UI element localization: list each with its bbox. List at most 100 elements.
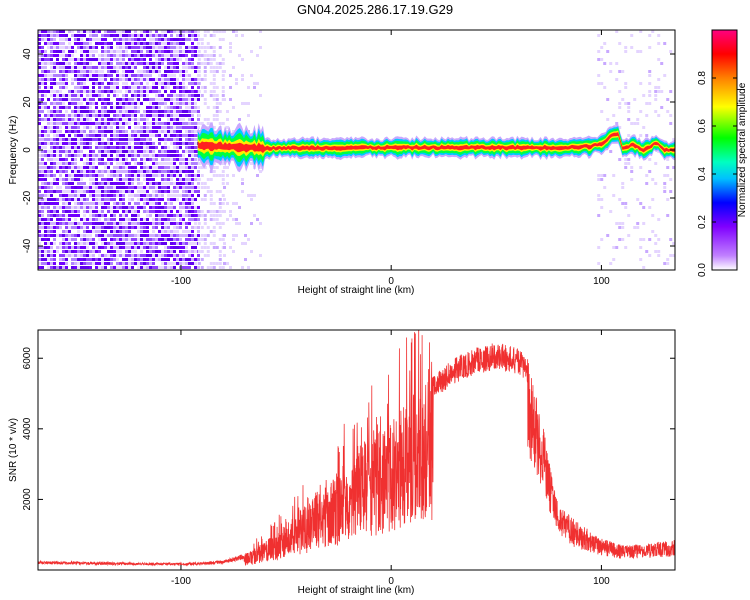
- spectrogram-cell: [176, 246, 179, 249]
- spectrogram-cell: [107, 86, 110, 89]
- spectrogram-cell: [188, 170, 191, 173]
- spectrogram-cell: [140, 50, 143, 53]
- spectrogram-cell: [188, 114, 191, 117]
- spectrogram-cell: [116, 38, 119, 41]
- spectrogram-cell: [59, 262, 62, 265]
- spectrogram-cell: [128, 238, 131, 241]
- spectrogram-cell: [62, 38, 65, 41]
- spectrogram-cell: [86, 166, 89, 169]
- spectrogram-cell: [603, 186, 607, 189]
- spectrogram-cell: [80, 78, 83, 81]
- spectrogram-cell: [122, 46, 125, 49]
- spectrogram-cell: [152, 194, 155, 197]
- spectrogram-cell: [101, 106, 104, 109]
- spectrogram-cell: [59, 122, 62, 125]
- spectrogram-cell: [89, 110, 92, 113]
- spectrogram-cell: [131, 78, 134, 81]
- spectrogram-cell: [62, 162, 65, 165]
- spectrogram-cell: [50, 142, 53, 145]
- spectrogram-cell: [179, 250, 182, 253]
- spectrogram-cell: [110, 46, 113, 49]
- spectrogram-cell: [182, 82, 185, 85]
- spectrogram-cell: [56, 162, 59, 165]
- spectrogram-cell: [119, 218, 122, 221]
- spectrogram-cell: [215, 94, 219, 97]
- spectrogram-cell: [74, 266, 77, 269]
- spectrogram-cell: [98, 250, 101, 253]
- spectrogram-cell: [167, 206, 170, 209]
- spectrogram-cell: [128, 190, 131, 193]
- spectrogram-cell: [164, 206, 167, 209]
- spectrogram-cell: [597, 246, 601, 249]
- spectrogram-cell: [38, 186, 41, 189]
- spectrogram-cell: [92, 198, 95, 201]
- spectrogram-cell: [146, 34, 149, 37]
- spectrogram-cell: [71, 58, 74, 61]
- spectrogram-cell: [65, 266, 68, 269]
- spectrogram-cell: [65, 158, 68, 161]
- spectrogram-cell: [179, 146, 182, 149]
- spectrogram-cell: [146, 242, 149, 245]
- spectrogram-cell: [113, 158, 116, 161]
- spectrogram-cell: [146, 122, 149, 125]
- spectrogram-cell: [161, 242, 164, 245]
- spectrogram-cell: [179, 158, 182, 161]
- spectrogram-cell: [98, 154, 101, 157]
- spectrogram-cell: [173, 146, 176, 149]
- spectrogram-cell: [110, 250, 113, 253]
- spectrogram-cell: [134, 214, 137, 217]
- spectrogram-cell: [86, 118, 89, 121]
- spectrogram-cell: [113, 242, 116, 245]
- spectrogram-cell: [164, 114, 167, 117]
- spectrogram-cell: [167, 122, 170, 125]
- spectrogram-cell: [161, 234, 164, 237]
- spectrogram-cell: [137, 98, 140, 101]
- spectrogram-cell: [206, 226, 210, 229]
- spectrogram-cell: [80, 258, 83, 261]
- spectrogram-cell: [149, 62, 152, 65]
- spectrogram-cell: [173, 266, 176, 269]
- spectrogram-cell: [197, 214, 201, 217]
- spectrogram-cell: [146, 54, 149, 57]
- spectrogram-cell: [134, 90, 137, 93]
- spectrogram-cell: [116, 258, 119, 261]
- spectrogram-cell: [44, 258, 47, 261]
- spectrogram-cell: [672, 254, 675, 257]
- spectrogram-cell: [47, 46, 50, 49]
- spectrogram-cell: [648, 94, 652, 97]
- spectrogram-cell: [74, 202, 77, 205]
- spectrogram-cell: [161, 198, 164, 201]
- spectrogram-cell: [600, 82, 604, 85]
- spectrogram-cell: [149, 50, 152, 53]
- spectrogram-cell: [155, 102, 158, 105]
- spectrogram-cell: [191, 86, 194, 89]
- spectrogram-cell: [648, 170, 652, 173]
- spectrogram-cell: [155, 38, 158, 41]
- spectrogram-cell: [164, 34, 167, 37]
- spectrogram-cell: [101, 186, 104, 189]
- spectrogram-cell: [155, 170, 158, 173]
- spectrogram-cell: [188, 138, 191, 141]
- spectrogram-cell: [71, 126, 74, 129]
- spectrogram-cell: [134, 30, 137, 33]
- spectrogram-cell: [161, 102, 164, 105]
- spectrogram-cell: [137, 82, 140, 85]
- spectrogram-cell: [89, 210, 92, 213]
- spectrogram-cell: [47, 206, 50, 209]
- spectrogram-cell: [624, 202, 628, 205]
- spectrogram-cell: [89, 258, 92, 261]
- spectrogram-cell: [657, 78, 661, 81]
- spectrogram-cell: [250, 162, 254, 165]
- spectrogram-cell: [131, 90, 134, 93]
- spectrogram-cell: [164, 90, 167, 93]
- spectrogram-cell: [191, 138, 194, 141]
- spectrogram-cell: [194, 106, 197, 109]
- spectrogram-cell: [71, 34, 74, 37]
- spectrogram-cell: [176, 46, 179, 49]
- spectrogram-cell: [119, 194, 122, 197]
- spectrogram-cell: [167, 78, 170, 81]
- spectrogram-cell: [137, 178, 140, 181]
- spectrogram-cell: [47, 138, 50, 141]
- spectrogram-cell: [627, 110, 631, 113]
- spectrogram-cell: [71, 50, 74, 53]
